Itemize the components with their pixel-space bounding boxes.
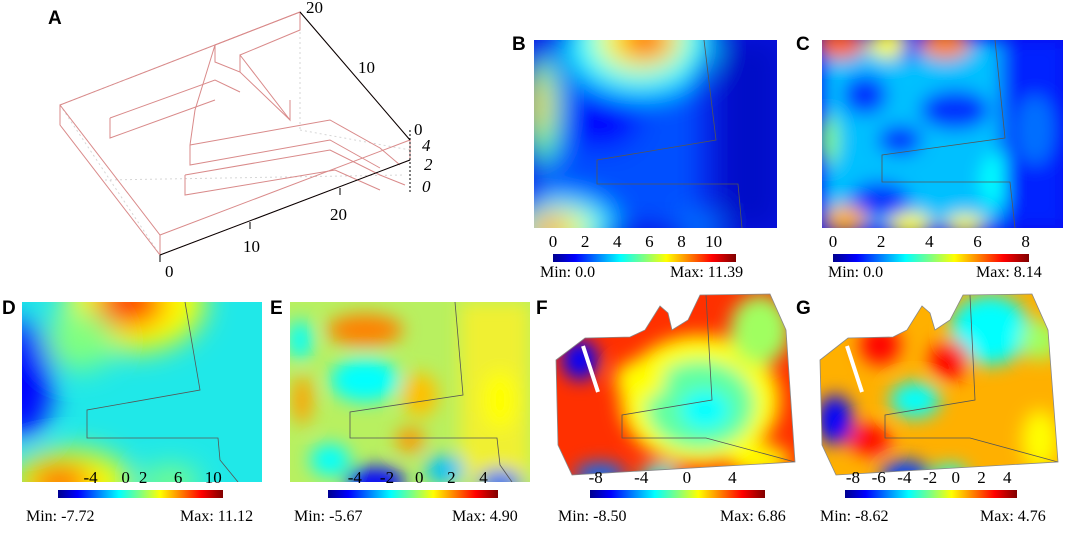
panel-d-tick-label: 6 [173, 468, 183, 487]
panel-g-tick-label: 2 [977, 468, 986, 487]
panel-g-tick-label: 0 [951, 468, 961, 487]
panel-b-field [534, 40, 777, 228]
panel-a-axes [159, 11, 411, 262]
panel-a-wireframe [59, 11, 411, 256]
panel-e-max-label: Max: 4.90 [452, 508, 518, 525]
panel-d-colorbar [58, 490, 223, 498]
panel-a-axis-label: 4 [422, 136, 431, 155]
panel-letter-c: C [796, 34, 810, 55]
panel-f-min-label: Min: -8.50 [558, 508, 627, 525]
panel-g-tick-label: 4 [1002, 468, 1012, 487]
panel-g-tick-label: -2 [923, 468, 938, 487]
panel-g-outline [819, 293, 1059, 476]
panel-a-axis-label: 2 [424, 155, 433, 174]
panel-b-colorbar [553, 254, 736, 262]
panel-g-field [820, 294, 1058, 475]
panel-d-tick-label: -4 [83, 468, 98, 487]
panel-d-max-label: Max: 11.12 [180, 508, 254, 525]
panel-b-tick-label: 10 [705, 232, 723, 251]
panel-e-colorbar [328, 490, 498, 498]
panel-letter-a: A [48, 8, 62, 29]
panel-e-tick-label: -2 [379, 468, 395, 487]
panel-f-tick-label: -4 [634, 468, 649, 487]
panel-a-axis-label: 10 [243, 237, 260, 256]
panel-f-colorbar [590, 490, 765, 498]
panel-e-field [290, 302, 530, 482]
panel-c-max-label: Max: 8.14 [976, 264, 1042, 281]
panel-b-max-label: Max: 11.39 [670, 264, 744, 281]
panel-c-min-label: Min: 0.0 [828, 264, 884, 281]
panel-a-axis-label: 20 [306, 0, 323, 17]
panel-f-tick-label: -8 [588, 468, 603, 487]
panel-c-tick-label: 6 [973, 232, 982, 251]
panel-a-axis-label: 0 [422, 177, 431, 196]
panel-d-tick-label: 0 [121, 468, 130, 487]
panel-c-tick-label: 2 [876, 232, 886, 251]
panel-c-tick-label: 0 [828, 232, 838, 251]
panel-e-tick-label: 2 [447, 468, 456, 487]
panel-f-tick-label: 4 [728, 468, 737, 487]
panel-c-tick-label: 8 [1021, 232, 1030, 251]
panel-e-tick-label: 0 [414, 468, 424, 487]
panel-a-axis-label: 10 [358, 58, 375, 77]
panel-c-colorbar [833, 254, 1029, 262]
panel-f-max-label: Max: 6.86 [720, 508, 786, 525]
panel-c-field [822, 40, 1063, 228]
panel-d-min-label: Min: -7.72 [26, 508, 95, 525]
panel-letter-g: G [796, 298, 811, 319]
panel-f-tick-label: 0 [682, 468, 692, 487]
panel-b-tick-label: 2 [580, 232, 590, 251]
panel-b-tick-label: 8 [677, 232, 686, 251]
panel-c-tick-label: 4 [925, 232, 934, 251]
panel-e-tick-label: -4 [347, 468, 362, 487]
panel-f-field [556, 294, 795, 475]
panel-f-outline [555, 293, 796, 476]
panel-a-axis-label: 0 [414, 120, 423, 139]
panel-b-tick-label: 6 [645, 232, 654, 251]
panel-g-tick-label: -6 [871, 468, 886, 487]
panel-a-axis-label: 0 [165, 262, 174, 281]
panel-e-tick-label: 4 [479, 468, 488, 487]
panel-letter-f: F [536, 298, 548, 319]
panel-g-max-label: Max: 4.76 [980, 508, 1046, 525]
panel-b-tick-label: 0 [548, 232, 558, 251]
panel-g-tick-label: -8 [845, 468, 861, 487]
panel-d-tick-label: 2 [138, 468, 148, 487]
panel-a-axis-label: 20 [330, 205, 347, 224]
panel-g-tick-label: -4 [897, 468, 912, 487]
panel-letter-d: D [2, 298, 16, 319]
panel-letter-e: E [270, 298, 283, 319]
panel-b-tick-label: 4 [613, 232, 622, 251]
panel-d-field [22, 302, 262, 482]
panel-d-tick-label: 10 [204, 468, 222, 487]
panel-e-min-label: Min: -5.67 [294, 508, 363, 525]
panel-letter-b: B [512, 34, 526, 55]
panel-g-colorbar [845, 490, 1017, 498]
panel-b-min-label: Min: 0.0 [540, 264, 596, 281]
panel-g-min-label: Min: -8.62 [820, 508, 889, 525]
